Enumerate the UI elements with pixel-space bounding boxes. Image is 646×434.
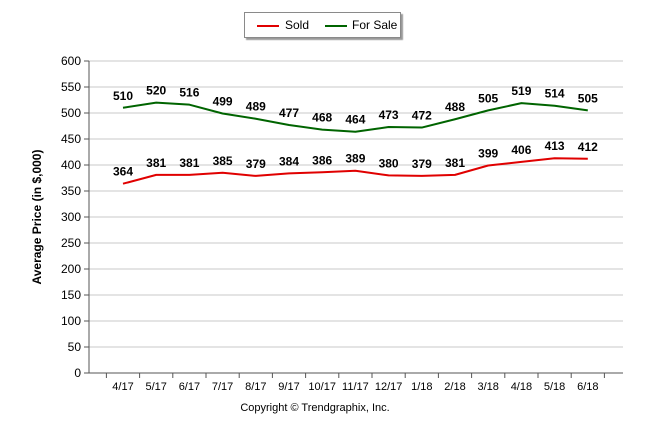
legend-swatch-for-sale	[325, 25, 347, 27]
x-tick-label: 4/17	[112, 381, 133, 393]
data-label: 381	[146, 156, 166, 170]
data-label: 519	[511, 84, 531, 98]
y-tick-label: 400	[61, 158, 81, 172]
data-label: 413	[545, 139, 565, 153]
y-axis-label: Average Price (in $,000)	[30, 149, 44, 285]
series-line-for-sale	[122, 101, 588, 133]
data-label: 514	[545, 87, 565, 101]
data-label: 468	[312, 111, 332, 125]
data-label: 384	[279, 154, 299, 168]
x-tick-label: 12/17	[375, 381, 403, 393]
data-label: 380	[379, 156, 399, 170]
legend-label-for-sale: For Sale	[352, 18, 398, 32]
y-tick-label: 100	[61, 314, 81, 328]
data-label: 477	[279, 106, 299, 120]
data-label: 516	[179, 86, 199, 100]
y-tick-label: 600	[61, 54, 81, 68]
data-label: 520	[146, 84, 166, 98]
x-tick-label: 9/17	[278, 381, 299, 393]
data-label: 505	[478, 91, 498, 105]
data-label: 472	[412, 109, 432, 123]
data-label: 389	[345, 152, 365, 166]
data-label: 379	[412, 157, 432, 171]
x-tick-label: 4/18	[511, 381, 532, 393]
data-label: 473	[379, 108, 399, 122]
y-tick-label: 450	[61, 132, 81, 146]
data-label: 489	[246, 100, 266, 114]
data-label: 364	[113, 165, 133, 179]
data-label: 406	[511, 143, 531, 157]
data-label: 381	[179, 156, 199, 170]
x-tick-label: 11/17	[342, 381, 369, 393]
x-tick-label: 8/17	[245, 381, 266, 393]
data-label: 381	[445, 156, 465, 170]
x-tick-label: 2/18	[444, 381, 465, 393]
data-label: 386	[312, 153, 332, 167]
x-axis-caption: Copyright © Trendgraphix, Inc.	[240, 402, 390, 414]
data-label: 379	[246, 157, 266, 171]
data-label: 510	[113, 89, 133, 103]
y-tick-label: 0	[74, 366, 81, 380]
legend-label-sold: Sold	[285, 18, 310, 32]
y-tick-label: 200	[61, 262, 81, 276]
data-label: 505	[578, 91, 598, 105]
x-tick-label: 5/17	[145, 381, 166, 393]
data-label: 499	[213, 95, 233, 109]
x-tick-label: 5/18	[544, 381, 565, 393]
data-label: 385	[213, 154, 233, 168]
data-label: 464	[345, 113, 365, 127]
legend-swatch-sold	[257, 25, 279, 27]
y-tick-label: 550	[61, 80, 81, 94]
data-label: 399	[478, 147, 498, 161]
data-label: 412	[578, 140, 598, 154]
y-tick-label: 350	[61, 184, 81, 198]
x-tick-label: 6/18	[577, 381, 598, 393]
y-tick-label: 150	[61, 288, 81, 302]
legend: Sold For Sale	[244, 12, 401, 38]
x-tick-label: 6/17	[179, 381, 200, 393]
y-tick-label: 300	[61, 210, 81, 224]
x-tick-label: 10/17	[308, 381, 336, 393]
y-tick-label: 250	[61, 236, 81, 250]
x-tick-label: 1/18	[411, 381, 432, 393]
x-tick-label: 3/18	[477, 381, 498, 393]
series-line-sold	[122, 157, 588, 185]
y-tick-label: 500	[61, 106, 81, 120]
x-tick-label: 7/17	[212, 381, 233, 393]
y-tick-label: 50	[68, 340, 82, 354]
data-label: 488	[445, 100, 465, 114]
